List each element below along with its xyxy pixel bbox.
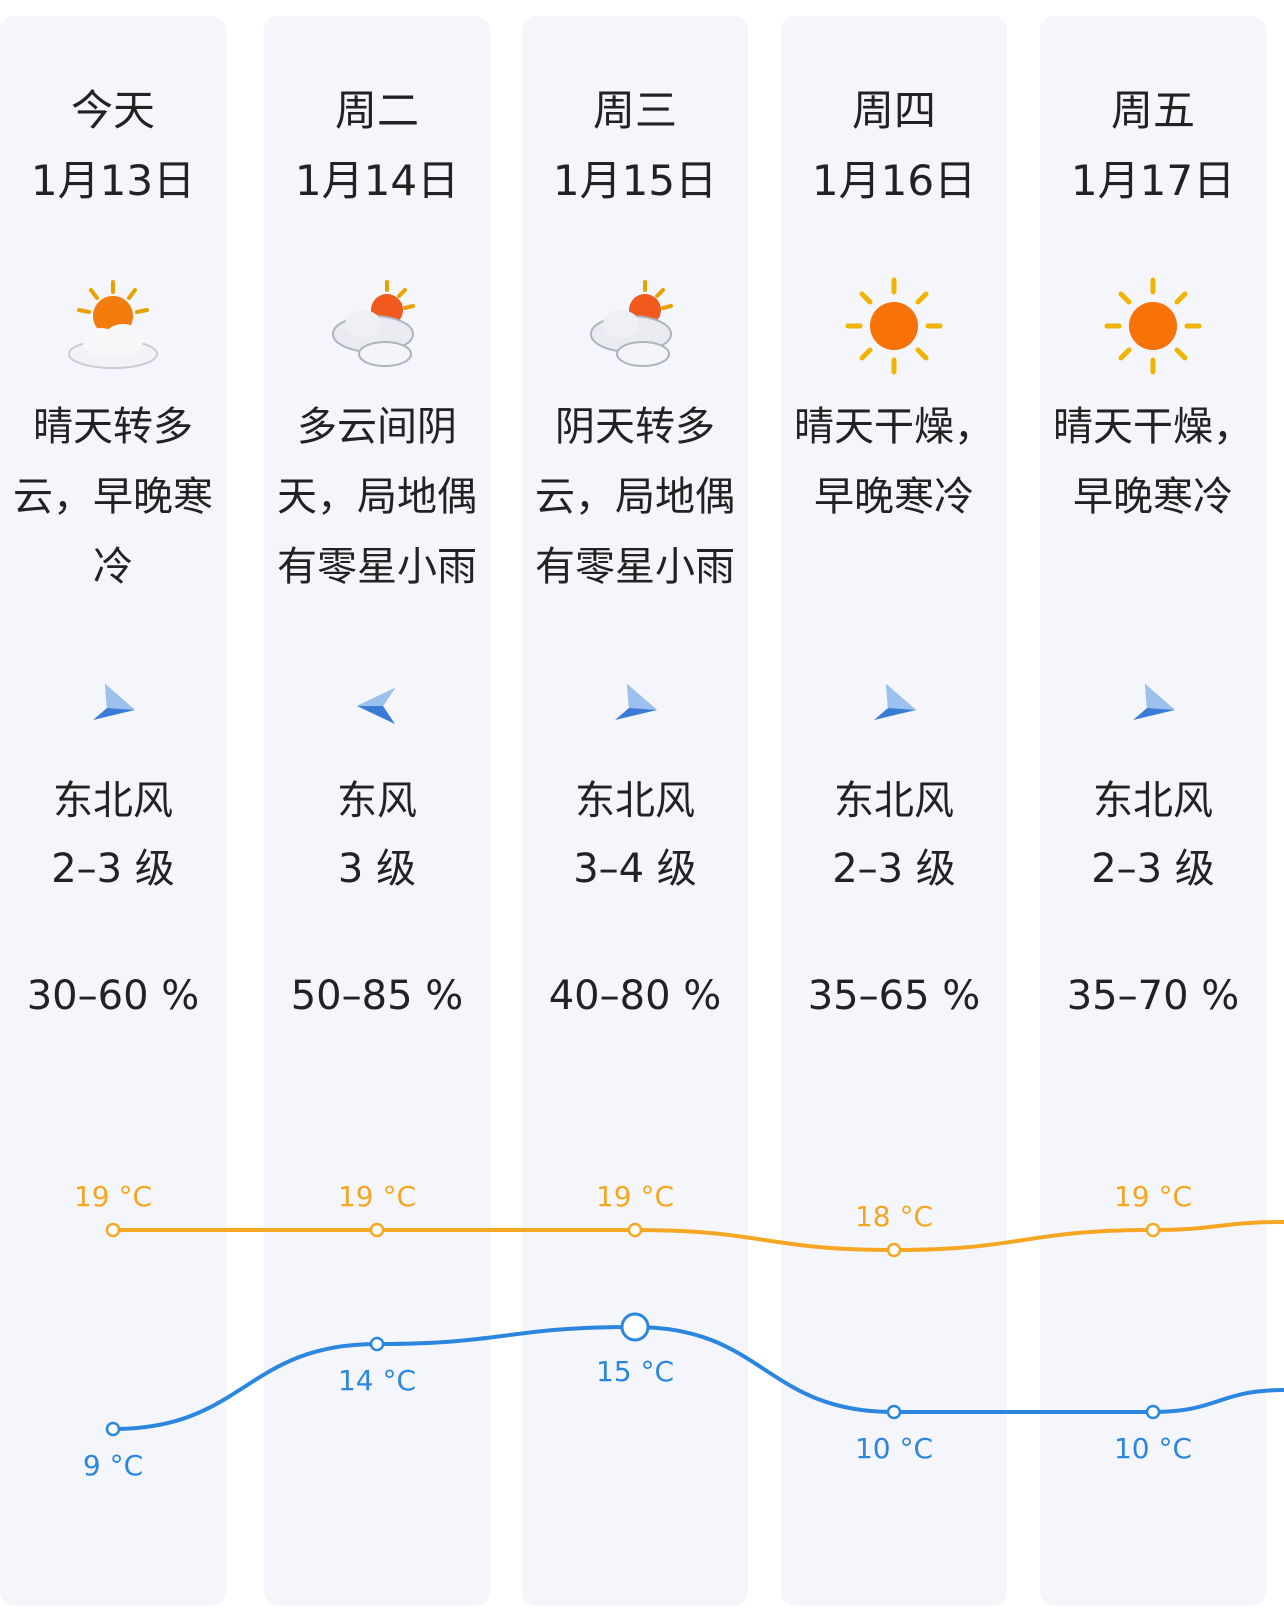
high-temp-point <box>627 1222 643 1238</box>
high-temp-point <box>369 1222 385 1238</box>
humidity: 40–80 % <box>548 973 722 1019</box>
day-column-thursday[interactable]: 周四 1月16日 晴天干燥， 早晚寒冷 东北风 2–3 级 35–65 % <box>781 16 1007 1606</box>
weather-description: 多云间阴 天，局地偶 有零星小雨 <box>277 404 477 590</box>
wind-direction-icon <box>93 684 135 720</box>
low-temp-point <box>886 1404 902 1420</box>
low-temp-line <box>112 1324 1284 1431</box>
weather-description: 晴天干燥， 早晚寒冷 <box>794 404 994 520</box>
wind-direction: 东北风 <box>575 778 695 824</box>
low-temp-point <box>1145 1404 1161 1420</box>
partly-cloudy-icon <box>68 280 158 369</box>
wind-level: 2–3 级 <box>832 846 956 892</box>
wind-level: 3–4 级 <box>573 846 697 892</box>
low-temp-label: 10 °C <box>855 1432 933 1465</box>
high-temp-label: 19 °C <box>338 1180 416 1213</box>
high-temp-point <box>1145 1222 1161 1238</box>
low-temp-label: 14 °C <box>338 1364 416 1397</box>
day-name: 周五 <box>1110 86 1195 135</box>
day-column-today[interactable]: 今天 1月13日 晴天转多 云，早晚寒冷 东北风 2–3 级 30–60 % <box>0 16 226 1606</box>
humidity: 35–70 % <box>1066 973 1240 1019</box>
wind-level: 3 级 <box>337 846 417 892</box>
low-temp-point <box>105 1421 121 1437</box>
low-temp-label: 9 °C <box>83 1449 143 1482</box>
wind-direction: 东风 <box>337 778 417 824</box>
high-temp-label: 19 °C <box>596 1180 674 1213</box>
low-temp-label: 15 °C <box>596 1355 674 1388</box>
high-temp-label: 19 °C <box>1114 1180 1192 1213</box>
day-name: 周二 <box>334 86 419 135</box>
low-temp-label: 10 °C <box>1114 1432 1192 1465</box>
wind-direction-icon <box>874 684 916 720</box>
day-name: 今天 <box>70 86 155 135</box>
day-column-friday[interactable]: 周五 1月17日 晴天干燥， 早晚寒冷 东北风 2–3 级 35–70 % <box>1040 16 1266 1606</box>
day-date: 1月15日 <box>552 156 718 205</box>
wind-direction-icon <box>1133 684 1175 720</box>
high-temp-point <box>886 1242 902 1258</box>
high-temp-point <box>105 1222 121 1238</box>
weather-description: 晴天转多 云，早晚寒冷 <box>13 404 213 590</box>
high-temp-line <box>112 1220 1284 1253</box>
low-temp-point[interactable] <box>620 1312 650 1342</box>
humidity: 50–85 % <box>290 973 464 1019</box>
wind-direction: 东北风 <box>53 778 173 824</box>
cloudy-icon <box>590 280 673 367</box>
humidity: 35–65 % <box>807 973 981 1019</box>
day-date: 1月13日 <box>30 156 196 205</box>
day-date: 1月14日 <box>294 156 460 205</box>
day-date: 1月16日 <box>811 156 977 205</box>
wind-level: 2–3 级 <box>51 846 175 892</box>
day-name: 周四 <box>851 86 936 135</box>
cloudy-icon <box>332 280 415 367</box>
sunny-icon <box>845 277 943 375</box>
humidity: 30–60 % <box>26 973 200 1019</box>
high-temp-label: 19 °C <box>74 1180 152 1213</box>
weather-description: 晴天干燥， 早晚寒冷 <box>1053 404 1253 520</box>
low-temp-point <box>369 1336 385 1352</box>
wind-direction-icon <box>357 688 395 724</box>
wind-direction-icon <box>615 684 657 720</box>
wind-level: 2–3 级 <box>1091 846 1215 892</box>
day-date: 1月17日 <box>1070 156 1236 205</box>
wind-direction: 东北风 <box>1093 778 1213 824</box>
sunny-icon <box>1104 277 1202 375</box>
weather-description: 阴天转多 云，局地偶 有零星小雨 <box>535 404 735 590</box>
high-temp-label: 18 °C <box>855 1200 933 1233</box>
day-name: 周三 <box>592 86 677 135</box>
wind-direction: 东北风 <box>834 778 954 824</box>
